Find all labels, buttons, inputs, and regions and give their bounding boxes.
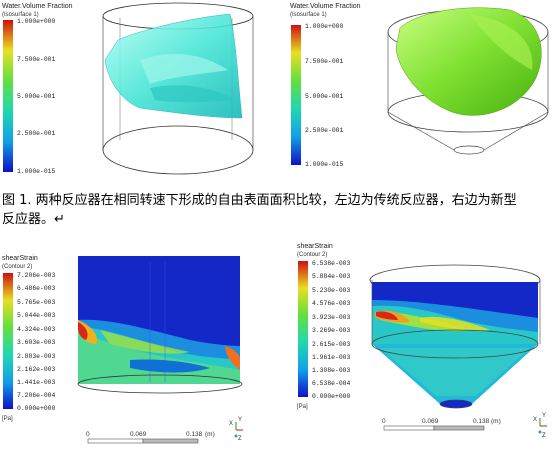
legend-tick: 0.000e+000 — [17, 405, 56, 412]
legend-tick: 0.000e+000 — [312, 393, 351, 400]
legend-tick: 5.000e-001 — [17, 93, 56, 100]
legend-tick: 1.000e+000 — [17, 18, 56, 25]
scale-label: 0.069 — [130, 431, 147, 438]
top-right-reactor-view — [387, 7, 549, 155]
legend-tick: 1.441e-003 — [17, 379, 56, 386]
legend-subtitle: (Isosurface 1) — [290, 12, 327, 18]
legend-tick: 5.884e-003 — [312, 273, 351, 280]
legend-tick: 5.044e-003 — [17, 312, 56, 319]
axis-z-label: Z — [542, 433, 546, 439]
legend-tick: 6.538e-003 — [312, 260, 351, 267]
colorbar — [298, 261, 308, 397]
top-left-reactor-view — [102, 2, 254, 175]
caption-line: 图 1. 两种反应器在相同转速下形成的自由表面面积比较，左边为传统反应器，右边为… — [2, 193, 517, 208]
legend-tick: 7.500e-001 — [305, 58, 344, 65]
legend-tick: 2.615e-003 — [312, 341, 351, 348]
legend-subtitle: (Isosurface 1) — [2, 12, 39, 18]
colorbar — [291, 25, 301, 165]
legend-tick: 6.486e-003 — [17, 285, 56, 292]
axis-x-label: X — [533, 417, 537, 423]
bottom-right-contour-view — [369, 264, 541, 409]
caption-line: 反应器。↵ — [2, 212, 65, 227]
legend-tick: 7.206e-004 — [17, 392, 56, 399]
legend-tick: 5.230e-003 — [312, 287, 351, 294]
axis-y-label: Y — [542, 413, 546, 419]
legend-unit: [Pa] — [2, 416, 13, 422]
top-right-legend: Water.Volume Fraction (Isosurface 1) 1.0… — [290, 3, 361, 168]
legend-tick: 6.538e-004 — [312, 380, 351, 387]
bottom-left-scale-bar: 0 0.069 0.138 (m) — [86, 431, 215, 444]
bottom-left-contour-view — [77, 256, 243, 394]
legend-tick: 1.308e-003 — [312, 367, 351, 374]
legend-title: shearStrain — [297, 243, 333, 250]
legend-tick: 3.923e-003 — [312, 314, 351, 321]
legend-tick: 1.000e-015 — [305, 161, 344, 168]
top-left-legend: Water.Volume Fraction (Isosurface 1) 1.0… — [2, 3, 73, 175]
legend-tick: 2.500e-001 — [305, 127, 344, 134]
legend-title: Water.Volume Fraction — [2, 3, 73, 10]
legend-subtitle: (Contour 2) — [2, 264, 32, 270]
legend-tick: 3.269e-003 — [312, 327, 351, 334]
legend-tick: 7.206e-003 — [17, 272, 56, 279]
legend-tick: 1.961e-003 — [312, 354, 351, 361]
legend-tick: 3.603e-003 — [17, 339, 56, 346]
axis-x-label: X — [229, 421, 233, 427]
axis-y-label: Y — [238, 417, 242, 423]
scale-label: 0.138 — [186, 431, 203, 438]
legend-tick: 5.000e-001 — [305, 93, 344, 100]
vessel-outlet — [453, 145, 485, 155]
scale-label: 0.138 — [473, 418, 490, 425]
legend-unit: [Pa] — [297, 404, 308, 410]
colorbar — [3, 273, 13, 409]
figure-caption: 图 1. 两种反应器在相同转速下形成的自由表面面积比较，左边为传统反应器，右边为… — [2, 191, 558, 229]
legend-tick: 4.324e-003 — [17, 326, 56, 333]
scale-label: 0.069 — [422, 418, 439, 425]
legend-tick: 4.576e-003 — [312, 300, 351, 307]
axis-z-label: Z — [238, 436, 242, 442]
legend-tick: 1.000e+000 — [305, 23, 344, 30]
axis-triad-icon: Y X Z — [533, 413, 547, 439]
legend-tick: 1.000e-015 — [17, 168, 56, 175]
legend-title: shearStrain — [2, 255, 38, 262]
scale-unit: (m) — [491, 418, 501, 425]
legend-tick: 2.883e-003 — [17, 353, 56, 360]
bottom-right-scale-bar: 0 0.069 0.138 (m) — [382, 418, 501, 431]
legend-tick: 2.162e-003 — [17, 366, 56, 373]
bottom-left-legend: shearStrain (Contour 2) 7.206e-003 6.486… — [2, 255, 56, 422]
colorbar — [3, 20, 13, 172]
legend-tick: 2.500e-001 — [17, 130, 56, 137]
cylinder-bottom-rim — [102, 125, 254, 175]
axis-triad-icon: Y X Z — [229, 417, 243, 442]
legend-subtitle: (Contour 2) — [297, 252, 327, 258]
scale-unit: (m) — [205, 431, 215, 438]
legend-tick: 5.765e-003 — [17, 299, 56, 306]
scale-label: 0 — [86, 431, 90, 438]
bottom-right-legend: shearStrain (Contour 2) 6.538e-003 5.884… — [297, 243, 351, 410]
scale-label: 0 — [382, 418, 386, 425]
vessel-outlet — [439, 399, 473, 409]
legend-title: Water.Volume Fraction — [290, 3, 361, 10]
legend-tick: 7.500e-001 — [17, 56, 56, 63]
